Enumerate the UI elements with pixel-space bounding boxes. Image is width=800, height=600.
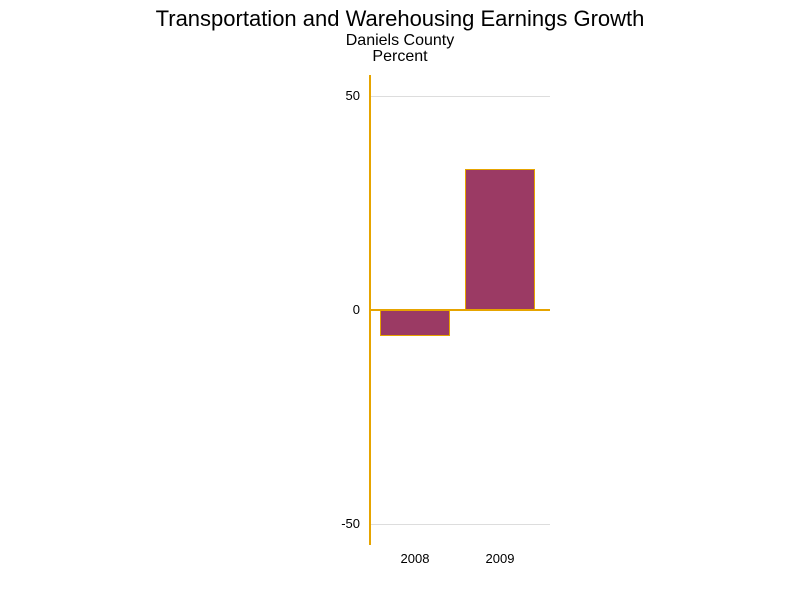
gridline	[370, 96, 550, 97]
gridline	[370, 524, 550, 525]
bar-2009	[465, 169, 535, 310]
y-tick-label: 50	[320, 88, 360, 103]
x-tick-label: 2008	[380, 551, 450, 566]
bar-2008	[380, 310, 450, 336]
x-tick-label: 2009	[465, 551, 535, 566]
bar-chart: 50 0 -50 2008 2009	[0, 0, 800, 600]
y-tick-label: 0	[320, 302, 360, 317]
y-tick-label: -50	[320, 516, 360, 531]
